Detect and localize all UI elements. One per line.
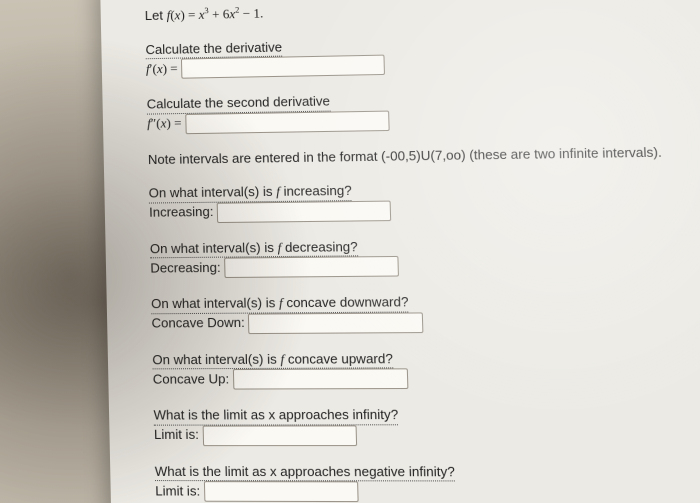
concave-up-question: On what interval(s) is f concave upward?: [152, 350, 393, 370]
first-derivative-block: Calculate the derivative f′(x) =: [145, 29, 700, 79]
concave-up-label: Concave Up:: [153, 370, 230, 388]
second-derivative-block: Calculate the second derivative f″(x) =: [147, 86, 700, 135]
limit-negative-label: Limit is:: [155, 482, 200, 500]
increasing-label: Increasing:: [149, 203, 214, 222]
limit-positive-block: What is the limit as x approaches infini…: [153, 405, 700, 446]
let-text: Let: [145, 8, 167, 24]
function-rhs: x3 + 6x2 − 1.: [199, 5, 264, 22]
limit-negative-block: What is the limit as x approaches negati…: [155, 462, 700, 503]
decreasing-input[interactable]: [224, 256, 399, 278]
second-derivative-label: f″(x) =: [147, 114, 182, 132]
increasing-input[interactable]: [217, 200, 392, 222]
limit-positive-question: What is the limit as x approaches infini…: [153, 406, 398, 426]
concave-down-question: On what interval(s) is f concave downwar…: [151, 293, 409, 314]
second-derivative-input[interactable]: [185, 110, 389, 134]
concave-up-block: On what interval(s) is f concave upward?…: [152, 348, 700, 390]
concave-up-input[interactable]: [233, 369, 409, 390]
decreasing-block: On what interval(s) is f decreasing? Dec…: [150, 234, 700, 279]
second-derivative-heading: Calculate the second derivative: [147, 92, 331, 114]
interval-format-note: Note intervals are entered in the format…: [148, 142, 700, 168]
decreasing-label: Decreasing:: [150, 258, 221, 277]
limit-negative-input[interactable]: [204, 482, 359, 503]
concave-down-label: Concave Down:: [151, 314, 245, 333]
first-derivative-input[interactable]: [181, 55, 385, 79]
decreasing-question: On what interval(s) is f decreasing?: [150, 238, 358, 259]
function-lhs: f(x) =: [166, 7, 198, 23]
concave-down-input[interactable]: [248, 312, 424, 334]
function-definition: Let f(x) = x3 + 6x2 − 1.: [145, 0, 700, 25]
increasing-question: On what interval(s) is f increasing?: [149, 182, 352, 203]
limit-negative-question: What is the limit as x approaches negati…: [155, 462, 455, 481]
first-derivative-label: f′(x) =: [146, 59, 178, 77]
limit-positive-label: Limit is:: [154, 426, 199, 444]
limit-positive-input[interactable]: [202, 425, 357, 446]
concave-down-block: On what interval(s) is f concave downwar…: [151, 291, 700, 335]
increasing-block: On what interval(s) is f increasing? Inc…: [149, 177, 700, 224]
worksheet-page: Let f(x) = x3 + 6x2 − 1. Calculate the d…: [100, 0, 700, 503]
